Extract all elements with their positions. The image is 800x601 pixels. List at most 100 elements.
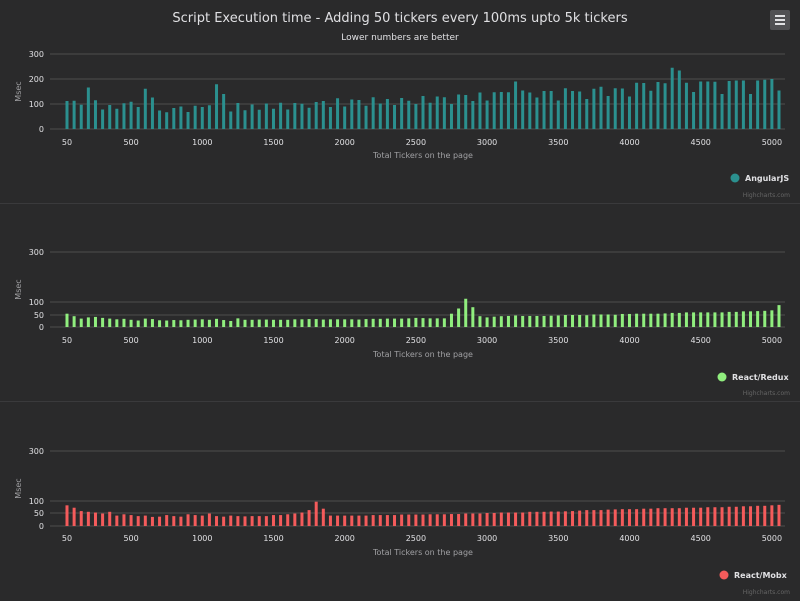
bar	[435, 96, 439, 129]
bar	[506, 315, 510, 327]
bar	[656, 82, 660, 129]
bar	[393, 515, 397, 526]
bar	[749, 506, 753, 526]
bar	[741, 80, 745, 129]
bar	[215, 318, 219, 327]
bar	[435, 514, 439, 526]
bar	[514, 512, 518, 526]
bar	[535, 315, 539, 327]
x-tick-label: 500	[123, 534, 138, 543]
bar	[606, 509, 610, 526]
bar	[136, 107, 140, 129]
x-tick-label: 1500	[263, 336, 283, 345]
x-tick-label: 5000	[762, 336, 782, 345]
bar	[229, 111, 233, 129]
bar	[592, 314, 596, 327]
bar	[200, 107, 204, 129]
bar	[343, 515, 347, 526]
bar	[720, 507, 724, 526]
y-axis-title: Msec	[14, 279, 23, 299]
bar	[108, 511, 112, 526]
bar	[663, 83, 667, 129]
bar	[350, 515, 354, 526]
bar	[357, 515, 361, 526]
bar	[400, 98, 404, 129]
bar	[449, 104, 453, 129]
bar	[165, 112, 169, 129]
bar	[257, 319, 261, 327]
bar	[236, 103, 240, 129]
bar	[143, 88, 147, 129]
bar	[457, 514, 461, 526]
bar	[485, 317, 489, 327]
bar	[279, 319, 283, 327]
bar	[734, 80, 738, 129]
bar	[215, 516, 219, 526]
y-tick-label: 0	[39, 522, 44, 531]
bar	[293, 319, 297, 327]
x-tick-label: 2000	[335, 336, 355, 345]
bar	[684, 82, 688, 129]
bar	[257, 109, 261, 129]
page-title: Script Execution time - Adding 50 ticker…	[172, 11, 628, 26]
x-tick-label: 4500	[691, 534, 711, 543]
bar	[271, 515, 275, 526]
bar	[371, 515, 375, 526]
hamburger-menu-icon[interactable]	[770, 10, 790, 30]
bar	[457, 308, 461, 327]
x-tick-label: 1000	[192, 336, 212, 345]
bar	[727, 506, 731, 526]
bar	[136, 516, 140, 526]
bar	[279, 102, 283, 129]
y-tick-label: 0	[39, 323, 44, 332]
x-tick-label: 500	[123, 336, 138, 345]
bar	[108, 318, 112, 327]
bar	[143, 318, 147, 327]
bar	[478, 92, 482, 129]
bar	[549, 91, 553, 129]
credits-text: Highcharts.com	[743, 390, 790, 397]
chart-panel-3: 0 50 100 300 Msec 50 500 1000 1500 2000 2500 3000 35…	[14, 447, 790, 596]
bar	[257, 516, 261, 526]
bar	[642, 508, 646, 526]
bar	[65, 505, 69, 526]
bar	[350, 319, 354, 327]
x-axis-title: Total Tickers on the page	[372, 548, 473, 557]
bar	[165, 515, 169, 526]
bar	[571, 91, 575, 129]
bar	[485, 100, 489, 129]
bar	[307, 510, 311, 526]
bar	[279, 515, 283, 526]
bar	[521, 512, 525, 526]
panel-divider	[0, 203, 800, 204]
bar	[492, 316, 496, 327]
bar	[428, 514, 432, 526]
bar	[528, 511, 532, 526]
bar	[677, 508, 681, 526]
bar	[635, 509, 639, 526]
bar	[585, 315, 589, 327]
bar	[93, 100, 97, 129]
bar	[592, 88, 596, 129]
bar	[777, 504, 781, 526]
chart-panel-2: 0 50 100 300 Msec 50 500 1000 1500 2000 2500 3000 35…	[14, 248, 790, 397]
bar	[763, 79, 767, 129]
bar	[684, 507, 688, 526]
bar	[656, 313, 660, 327]
bar	[364, 515, 368, 526]
x-tick-label: 1000	[192, 534, 212, 543]
bar	[393, 318, 397, 327]
bar	[506, 512, 510, 526]
bar	[321, 101, 325, 129]
bar	[563, 315, 567, 327]
bar	[385, 318, 389, 327]
x-tick-label: 5000	[762, 534, 782, 543]
bar	[428, 318, 432, 327]
x-tick-label: 2500	[406, 336, 426, 345]
bar	[592, 510, 596, 526]
bar	[343, 319, 347, 327]
bar	[471, 307, 475, 327]
bar	[763, 505, 767, 526]
credits-text: Highcharts.com	[743, 192, 790, 199]
